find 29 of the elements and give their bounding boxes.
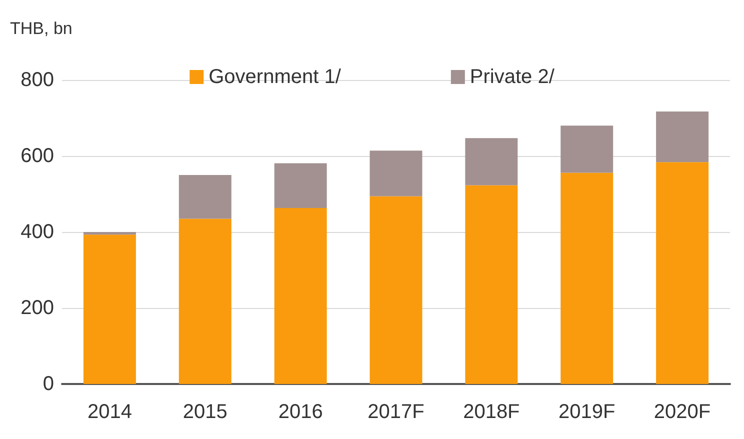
bar [656, 162, 709, 384]
bar [83, 232, 136, 235]
bar [560, 172, 614, 384]
x-tick-label: 2016 [278, 401, 323, 423]
x-tick-label: 2015 [182, 401, 228, 423]
bar [83, 234, 136, 384]
bar [656, 112, 709, 162]
bar [370, 150, 422, 196]
y-tick-label: 400 [20, 221, 54, 243]
y-axis-title: THB, bn [10, 19, 72, 38]
x-tick-label: 2019F [558, 401, 616, 423]
bar [274, 208, 327, 384]
bar [370, 196, 422, 384]
legend-label: Private 2/ [470, 66, 555, 88]
x-tick-label: 2017F [368, 401, 424, 423]
bar [274, 163, 327, 208]
bar [560, 126, 614, 173]
y-tick-label: 800 [20, 69, 54, 91]
bar [465, 138, 518, 186]
bar [178, 218, 232, 384]
y-tick-label: 600 [20, 145, 54, 167]
x-tick-label: 2020F [654, 401, 711, 423]
bar [465, 185, 518, 384]
legend-label: Government 1/ [208, 66, 342, 88]
x-tick-label: 2018F [463, 401, 520, 423]
y-tick-label: 0 [42, 373, 54, 395]
bar [178, 175, 232, 219]
x-tick-label: 2014 [87, 401, 132, 423]
y-tick-label: 200 [20, 297, 54, 319]
